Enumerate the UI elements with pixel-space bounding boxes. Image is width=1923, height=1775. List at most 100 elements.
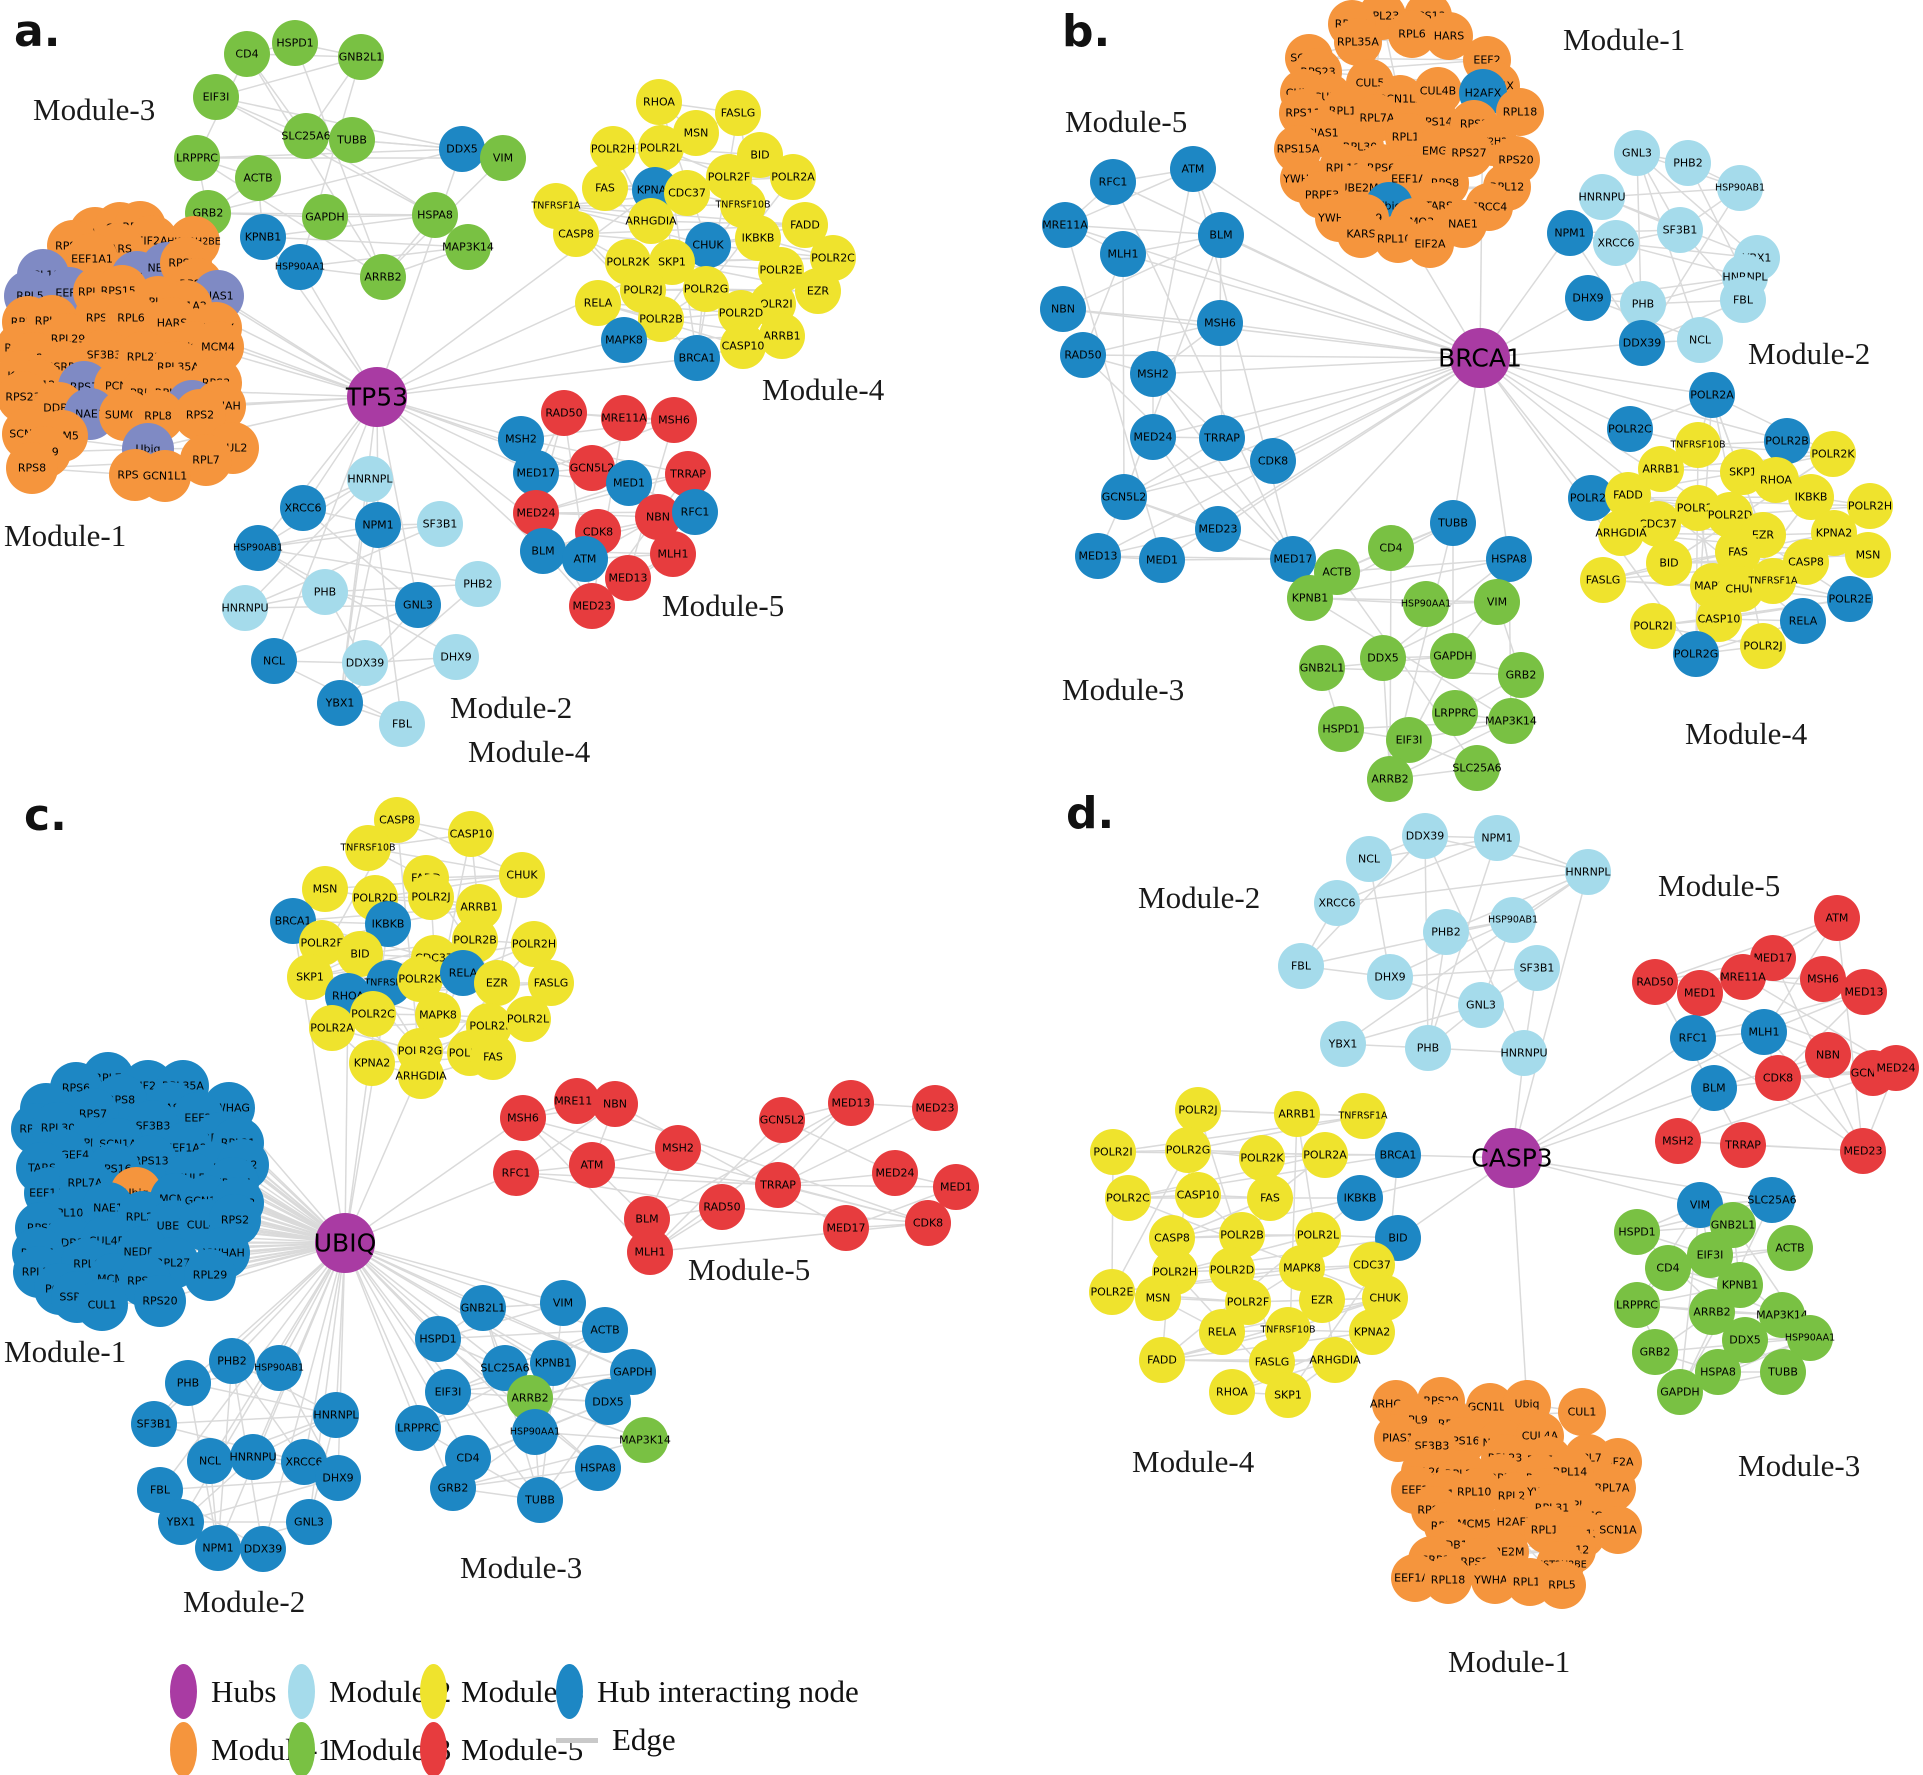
node-d-DHX9[interactable]: DHX9 [1367,954,1413,1000]
node-b-FAS[interactable]: FAS [1715,529,1761,575]
node-b-ARHGDIA[interactable]: ARHGDIA [1595,510,1647,556]
node-d-HNRNPU[interactable]: HNRNPU [1500,1030,1548,1076]
node-b-DDX5[interactable]: DDX5 [1360,635,1406,681]
node-a-GNB2L1[interactable]: GNB2L1 [338,34,384,80]
node-c-ARRB2[interactable]: ARRB2 [507,1375,553,1421]
node-b-LRPPRC[interactable]: LRPPRC [1432,690,1478,736]
node-d-MED13[interactable]: MED13 [1841,969,1887,1015]
node-b-SLC25A6[interactable]: SLC25A6 [1452,745,1502,791]
hub-CASP3[interactable]: CASP3 [1471,1128,1553,1188]
node-d-HSP90AB1[interactable]: HSP90AB1 [1488,897,1538,943]
node-b-CDC37[interactable]: CDC37 [1635,501,1681,547]
node-b-POLR2L[interactable]: POLR2L [1568,475,1614,521]
node-b-BID[interactable]: BID [1646,540,1692,586]
node-c-VIM[interactable]: VIM [540,1280,586,1326]
node-c-DDX5[interactable]: DDX5 [585,1379,631,1425]
node-a-MRE11A[interactable]: MRE11A [601,395,647,441]
node-c-BID[interactable]: BID [337,931,383,977]
node-b-NPM1[interactable]: NPM1 [1547,210,1593,256]
node-d-FADD[interactable]: FADD [1139,1337,1185,1383]
node-b-TNFRSF10B[interactable]: TNFRSF10B [1669,422,1726,468]
node-c-RPS20[interactable]: RPS20 [134,1275,186,1327]
node-c-GNB2L1[interactable]: GNB2L1 [460,1285,506,1331]
node-c-POLR2K[interactable]: POLR2K [397,956,443,1002]
node-d-SCN1A[interactable]: SCN1A [1594,1506,1642,1554]
node-c-MED1[interactable]: MED1 [933,1164,979,1210]
node-d-MSH6[interactable]: MSH6 [1800,956,1846,1002]
node-a-MAP3K14[interactable]: MAP3K14 [442,224,494,270]
node-a-KPNB1[interactable]: KPNB1 [240,214,286,260]
node-d-YWHAG[interactable]: YWHAG [1471,1556,1519,1604]
node-d-CUL1[interactable]: CUL1 [1558,1388,1606,1436]
node-c-PHB2[interactable]: PHB2 [209,1338,255,1384]
node-d-TNFRSF1A[interactable]: TNFRSF1A [1337,1093,1388,1139]
node-b-POLR2D[interactable]: POLR2D [1707,492,1753,538]
node-b-MED17[interactable]: MED17 [1270,536,1316,582]
node-b-BLM[interactable]: BLM [1198,212,1244,258]
node-a-RAD50[interactable]: RAD50 [541,390,587,436]
node-a-HNRNPU[interactable]: HNRNPU [221,585,269,631]
node-b-CDK8[interactable]: CDK8 [1250,438,1296,484]
node-c-DHX9[interactable]: DHX9 [315,1455,361,1501]
node-b-FBL[interactable]: FBL [1720,277,1766,323]
node-d-MED24[interactable]: MED24 [1873,1045,1919,1091]
node-c-MAP3K14[interactable]: MAP3K14 [619,1417,671,1463]
node-d-POLR2B[interactable]: POLR2B [1219,1212,1265,1258]
node-b-NCL[interactable]: NCL [1677,317,1723,363]
node-b-ARRB1[interactable]: ARRB1 [1638,446,1684,492]
node-d-FBL[interactable]: FBL [1278,943,1324,989]
node-d-MSH2[interactable]: MSH2 [1655,1118,1701,1164]
node-d-EZR[interactable]: EZR [1299,1277,1345,1323]
node-d-PHB2[interactable]: PHB2 [1423,909,1469,955]
node-c-KPNB1[interactable]: KPNB1 [530,1340,576,1386]
node-b-HARS[interactable]: HARS [1425,12,1473,60]
node-c-MED23[interactable]: MED23 [912,1085,958,1131]
node-d-BRCA1[interactable]: BRCA1 [1375,1132,1421,1178]
node-b-RAD50[interactable]: RAD50 [1060,332,1106,378]
node-a-CDC37[interactable]: CDC37 [664,170,710,216]
node-d-CASP8[interactable]: CASP8 [1149,1215,1195,1261]
node-b-IKBKB[interactable]: IKBKB [1788,474,1834,520]
node-d-VIM[interactable]: VIM [1677,1182,1723,1228]
node-a-PHB2[interactable]: PHB2 [455,561,501,607]
node-d-NPM1[interactable]: NPM1 [1474,815,1520,861]
node-a-SF3B1[interactable]: SF3B1 [417,501,463,547]
node-b-POLR2H[interactable]: POLR2H [1847,483,1893,529]
node-c-MED17[interactable]: MED17 [823,1205,869,1251]
node-c-POLR2J[interactable]: POLR2J [408,874,454,920]
node-d-SF3B1[interactable]: SF3B1 [1514,945,1560,991]
node-a-MED13[interactable]: MED13 [605,555,651,601]
node-a-SLC25A6[interactable]: SLC25A6 [281,113,331,159]
node-a-MSN[interactable]: MSN [673,110,719,156]
node-c-EZR[interactable]: EZR [474,960,520,1006]
node-c-MLH1[interactable]: MLH1 [627,1229,673,1275]
node-a-CASP10[interactable]: CASP10 [720,323,766,369]
node-a-GAPDH[interactable]: GAPDH [302,194,348,240]
node-a-MED1[interactable]: MED1 [606,460,652,506]
node-d-FAS[interactable]: FAS [1247,1175,1293,1221]
node-d-HNRNPL[interactable]: HNRNPL [1565,849,1611,895]
node-c-CHUK[interactable]: CHUK [499,852,545,898]
node-a-GCN5L2[interactable]: GCN5L2 [569,445,615,491]
node-b-GRB2[interactable]: GRB2 [1498,652,1544,698]
node-a-ARRB1[interactable]: ARRB1 [759,313,805,359]
node-c-POLR2H[interactable]: POLR2H [511,921,557,967]
node-d-SLC25A6[interactable]: SLC25A6 [1747,1177,1797,1223]
node-d-SKP1[interactable]: SKP1 [1265,1372,1311,1418]
node-d-HSPA8[interactable]: HSPA8 [1695,1349,1741,1395]
node-d-EIF3I[interactable]: EIF3I [1687,1232,1733,1278]
node-a-FASLG[interactable]: FASLG [715,90,761,136]
node-b-POLR2K[interactable]: POLR2K [1810,431,1856,477]
node-d-PHB[interactable]: PHB [1405,1025,1451,1071]
node-c-ATM[interactable]: ATM [569,1142,615,1188]
node-b-GCN5L2[interactable]: GCN5L2 [1101,474,1147,520]
node-c-POLR2A[interactable]: POLR2A [309,1005,355,1051]
node-d-HSPD1[interactable]: HSPD1 [1614,1209,1660,1255]
node-c-PHB[interactable]: PHB [165,1360,211,1406]
node-b-HSP90AB1[interactable]: HSP90AB1 [1715,165,1765,211]
node-a-GNL3[interactable]: GNL3 [395,582,441,628]
node-a-NPM1[interactable]: NPM1 [355,502,401,548]
node-b-SF3B1[interactable]: SF3B1 [1657,207,1703,253]
node-b-ATM[interactable]: ATM [1170,146,1216,192]
node-c-DDX39[interactable]: DDX39 [240,1526,286,1572]
